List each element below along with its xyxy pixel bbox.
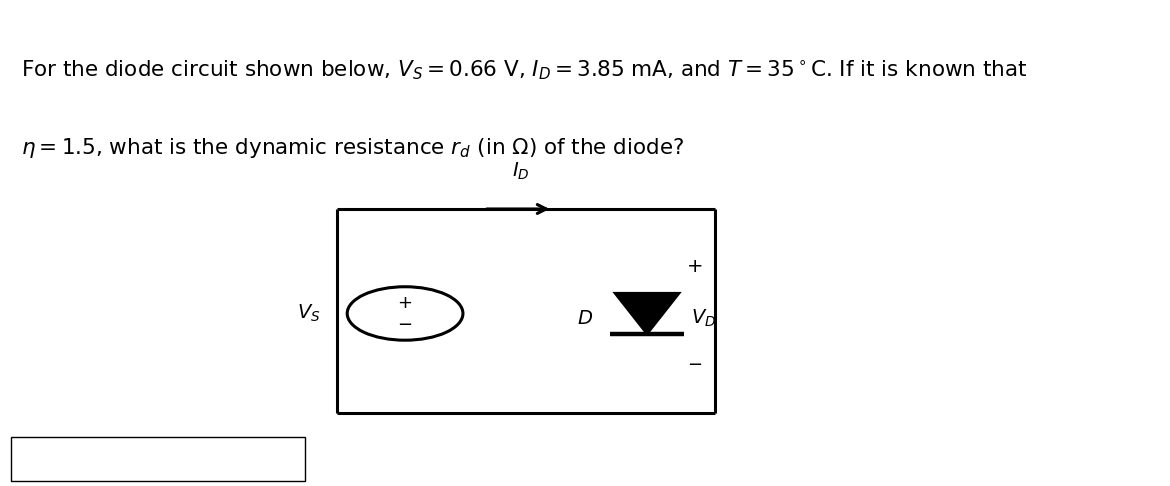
Text: +: + — [687, 257, 703, 276]
Polygon shape — [615, 294, 679, 333]
Text: D: D — [577, 309, 592, 328]
Text: $V_D$: $V_D$ — [691, 308, 716, 329]
Text: $I_D$: $I_D$ — [512, 161, 530, 182]
Text: $V_S$: $V_S$ — [297, 303, 321, 324]
Text: +: + — [398, 295, 413, 312]
Bar — [11, 437, 305, 481]
Text: For the diode circuit shown below, $V_S = 0.66$ V, $I_D = 3.85$ mA, and $T = 35^: For the diode circuit shown below, $V_S … — [21, 58, 1027, 82]
Text: −: − — [687, 356, 702, 374]
Text: $\eta = 1.5$, what is the dynamic resistance $r_d$ (in $\Omega$) of the diode?: $\eta = 1.5$, what is the dynamic resist… — [21, 136, 684, 160]
Text: −: − — [398, 316, 413, 334]
